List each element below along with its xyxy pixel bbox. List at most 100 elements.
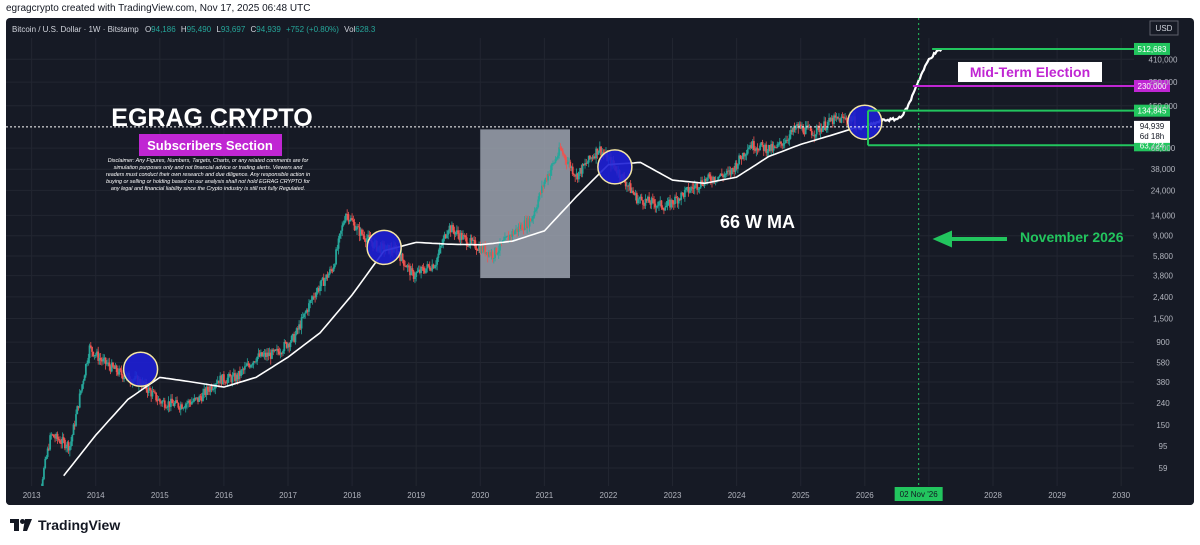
candle-body	[361, 229, 363, 235]
candle-body	[765, 144, 768, 154]
candle-body	[804, 126, 807, 135]
candle-body	[268, 352, 271, 357]
candle-body	[708, 174, 711, 177]
candle-body	[178, 407, 181, 410]
candle-body	[655, 206, 658, 208]
candle-body	[333, 264, 336, 268]
chart-panel[interactable]: Bitcoin / U.S. Dollar · 1W · Bitstamp O9…	[6, 18, 1194, 505]
candle-body	[745, 153, 748, 155]
candle-body	[176, 400, 178, 403]
candle-body	[643, 204, 646, 206]
candle-body	[280, 352, 283, 354]
candle-body	[805, 125, 808, 127]
candle-body	[780, 141, 782, 144]
candle-body	[246, 363, 249, 366]
candle-body	[412, 271, 415, 279]
candle-body	[709, 176, 712, 181]
candle-body	[797, 124, 800, 129]
currency-box[interactable]	[1149, 20, 1179, 36]
candle-body	[540, 185, 543, 194]
candle-body	[672, 203, 675, 205]
candle-body	[687, 186, 690, 193]
currency-label: USD	[1156, 24, 1173, 33]
candle-body	[476, 250, 479, 251]
candle-body	[184, 404, 187, 408]
candle-body	[751, 141, 754, 149]
ma-66w-line	[63, 126, 859, 477]
candle-body	[304, 312, 307, 314]
candle-body	[841, 116, 844, 118]
candle-body	[311, 296, 314, 300]
y-tick-label: 24,000	[1151, 186, 1176, 195]
candle-body	[559, 147, 562, 149]
subscribers-badge	[139, 134, 282, 156]
y-tick-label: 14,000	[1151, 211, 1176, 220]
candle-body	[820, 128, 823, 132]
candle-body	[495, 247, 498, 255]
candle-body	[155, 392, 158, 401]
candle-body	[420, 267, 423, 273]
candle-body	[802, 125, 805, 133]
candle-body	[675, 196, 678, 198]
candle-body	[557, 155, 559, 159]
candle-body	[807, 125, 810, 127]
disclaimer-line: readers must conduct their own research …	[106, 172, 310, 178]
candle-body	[833, 115, 835, 124]
candle-body	[224, 381, 227, 383]
candle-body	[650, 198, 653, 205]
candle-body	[777, 143, 780, 145]
x-tick-label: 2018	[343, 491, 361, 500]
candle-body	[766, 151, 769, 154]
tradingview-logo[interactable]: TradingView	[10, 517, 120, 533]
candle-body	[830, 117, 833, 122]
candle-body	[702, 184, 705, 186]
candle-body	[555, 158, 558, 160]
attribution-bar: egragcrypto created with TradingView.com…	[0, 0, 1200, 18]
candle-body	[204, 388, 207, 395]
candle-body	[510, 235, 512, 238]
candle-body	[338, 233, 341, 239]
candle-body	[638, 198, 641, 200]
candle-body	[528, 218, 531, 227]
candle-body	[537, 199, 540, 208]
candle-body	[497, 250, 500, 254]
price-tag-box	[1134, 42, 1170, 55]
candle-body	[552, 163, 554, 165]
candle-body	[97, 351, 100, 361]
candle-body	[82, 380, 85, 385]
candle-body	[86, 363, 88, 365]
candle-body	[592, 156, 595, 159]
candle-body	[720, 173, 723, 176]
candle-body	[93, 354, 96, 357]
candle-body	[256, 356, 259, 362]
candle-body	[446, 234, 448, 239]
candle-body	[110, 362, 113, 372]
candle-body	[312, 296, 315, 298]
candle-body	[55, 433, 58, 439]
x-axis[interactable]: 2013 2014 2015 2016 2017 2018 2019 2020 2021 2022…	[6, 486, 1194, 505]
candle-body	[769, 145, 771, 151]
candle-body	[325, 274, 328, 280]
candle-body	[734, 162, 737, 172]
candle-body	[593, 156, 596, 159]
candle-body	[305, 309, 308, 313]
price-chart[interactable]: Bitcoin / U.S. Dollar · 1W · Bitstamp O9…	[6, 18, 1194, 505]
candle-body	[823, 121, 826, 128]
candle-body	[722, 175, 724, 178]
candle-body	[234, 373, 236, 381]
candle-body	[628, 183, 631, 187]
candle-body	[630, 190, 633, 193]
candle-body	[433, 266, 436, 269]
candle-body	[177, 402, 180, 408]
candle-body	[760, 142, 763, 146]
candle-body	[681, 192, 684, 194]
y-axis[interactable]: 410,000 250,000 150,000 60,000 38,000 24,000 1…	[1149, 55, 1178, 473]
candle-body	[315, 292, 318, 298]
candle-body	[459, 232, 462, 241]
candle-body	[332, 267, 335, 272]
candle-body	[579, 168, 582, 172]
candle-body	[767, 145, 770, 152]
candle-body	[624, 181, 627, 187]
candle-body	[788, 134, 791, 141]
candle-body	[553, 162, 556, 164]
